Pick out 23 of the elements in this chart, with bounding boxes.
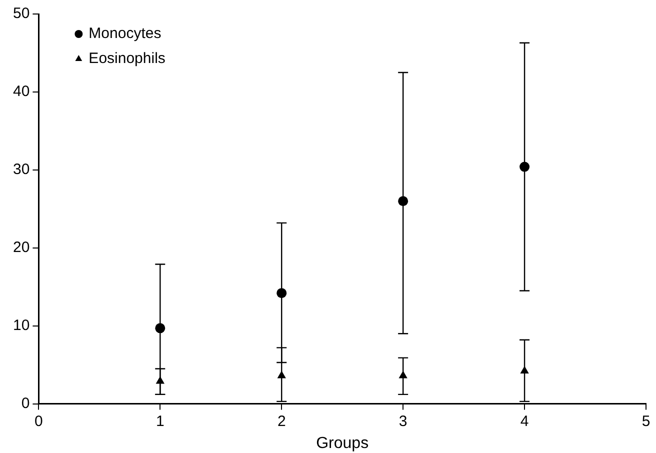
legend-label: Monocytes xyxy=(88,25,162,42)
point xyxy=(398,370,408,378)
x-tick-label: 5 xyxy=(642,412,650,430)
y-tick-label: 30 xyxy=(12,161,30,178)
y-tick-label: 40 xyxy=(12,83,30,100)
x-tick-label: 3 xyxy=(398,412,408,430)
x-tick-label: 0 xyxy=(34,412,43,430)
y-tick-label: 20 xyxy=(12,239,30,256)
point xyxy=(155,323,166,334)
point xyxy=(277,370,286,378)
point xyxy=(156,376,164,384)
point xyxy=(520,162,530,172)
y-tick-label: 0 xyxy=(21,394,30,412)
y-tick-label: 10 xyxy=(12,316,30,334)
y-tick-label: 50 xyxy=(12,5,30,22)
point xyxy=(276,288,287,298)
x-tick-label: 1 xyxy=(156,412,164,430)
x-tick-label: 4 xyxy=(520,412,529,430)
x-axis-title: Groups xyxy=(316,434,369,452)
x-tick-label: 2 xyxy=(277,412,286,430)
point xyxy=(398,196,408,206)
legend-label: Eosinophils xyxy=(88,50,166,68)
point xyxy=(520,366,529,374)
